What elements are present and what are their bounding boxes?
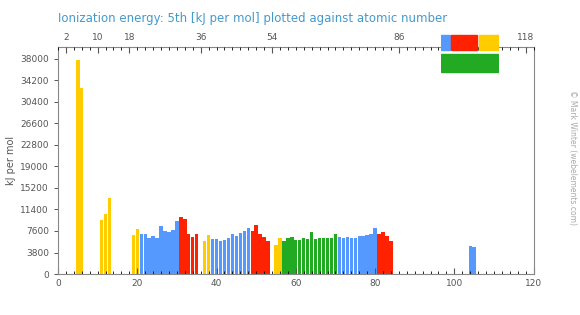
Bar <box>223 240 226 274</box>
Text: Ionization energy: 5th [kJ per mol] plotted against atomic number: Ionization energy: 5th [kJ per mol] plot… <box>58 12 447 25</box>
Bar <box>187 234 190 274</box>
Bar <box>167 232 171 274</box>
Bar <box>262 237 266 274</box>
Bar <box>342 238 345 274</box>
Bar <box>282 241 285 274</box>
Bar <box>100 220 103 274</box>
Bar <box>389 241 393 274</box>
Bar <box>330 238 333 274</box>
Bar <box>164 231 166 274</box>
Bar <box>147 238 151 274</box>
Bar <box>374 228 377 274</box>
Bar <box>369 234 373 274</box>
Bar <box>306 239 309 274</box>
Bar <box>354 238 357 274</box>
Bar <box>219 241 222 274</box>
Text: © Mark Winter (webelements.com): © Mark Winter (webelements.com) <box>568 90 577 225</box>
Bar <box>104 214 107 274</box>
Bar <box>259 234 262 274</box>
Bar <box>365 235 369 274</box>
Bar <box>479 35 498 50</box>
Bar <box>441 54 498 72</box>
Bar <box>76 60 79 274</box>
Bar <box>108 198 111 274</box>
Bar <box>203 241 206 274</box>
Bar <box>235 236 238 274</box>
Bar <box>274 245 278 274</box>
Bar <box>211 239 214 274</box>
Bar <box>310 232 313 274</box>
Bar <box>160 226 163 274</box>
Bar <box>195 234 198 274</box>
Bar <box>441 35 450 50</box>
Bar <box>207 235 211 274</box>
Y-axis label: kJ per mol: kJ per mol <box>6 136 16 185</box>
Bar <box>80 88 84 274</box>
Bar <box>231 234 234 274</box>
Bar <box>346 237 349 274</box>
Bar <box>290 238 293 274</box>
Bar <box>151 236 155 274</box>
Bar <box>322 238 325 274</box>
Bar <box>183 220 187 274</box>
Bar <box>469 246 472 274</box>
Bar <box>385 236 389 274</box>
Bar <box>378 233 380 274</box>
Bar <box>302 238 306 274</box>
Bar <box>143 234 147 274</box>
Bar <box>251 231 254 274</box>
Bar <box>255 225 258 274</box>
Bar <box>175 221 179 274</box>
Bar <box>215 239 218 274</box>
Bar <box>314 239 317 274</box>
Bar <box>381 232 385 274</box>
Bar <box>361 237 365 274</box>
Bar <box>132 235 135 274</box>
Bar <box>246 228 250 274</box>
Bar <box>318 238 321 274</box>
Bar <box>451 35 477 50</box>
Bar <box>266 241 270 274</box>
Bar <box>334 234 337 274</box>
Bar <box>278 238 282 274</box>
Bar <box>350 238 353 274</box>
Bar <box>227 238 230 274</box>
Bar <box>155 238 159 274</box>
Bar <box>191 237 194 274</box>
Bar <box>357 236 361 274</box>
Bar <box>179 217 183 274</box>
Bar <box>326 238 329 274</box>
Bar <box>473 247 476 274</box>
Bar <box>286 238 289 274</box>
Bar <box>238 233 242 274</box>
Bar <box>242 231 246 274</box>
Bar <box>140 234 143 274</box>
Bar <box>298 240 302 274</box>
Bar <box>338 237 341 274</box>
Bar <box>294 240 298 274</box>
Bar <box>136 229 139 274</box>
Bar <box>171 230 175 274</box>
